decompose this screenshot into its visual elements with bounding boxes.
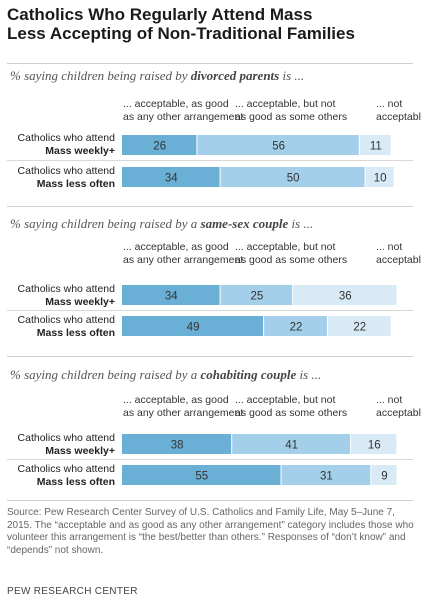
- bar-segment-acceptable-good: [122, 316, 264, 336]
- row-label-weekly: Catholics who attend Mass weekly+: [0, 432, 115, 458]
- row-label-less-often: Catholics who attend Mass less often: [0, 463, 115, 489]
- data-label-acceptable-not-as-good: 41: [285, 440, 298, 452]
- stacked-bar-cohabiting-less-often: 55 31 9: [122, 465, 397, 485]
- bar-segment-not-acceptable: [365, 167, 394, 187]
- data-label-acceptable-good: 34: [165, 173, 178, 185]
- row-label-less-often: Catholics who attend Mass less often: [0, 165, 115, 191]
- bar-segment-not-acceptable: [293, 285, 397, 305]
- stacked-bar-same-sex-less-often: 49 22 22: [122, 316, 391, 336]
- bar-segment-acceptable-good: [122, 465, 281, 485]
- row-label-line-1: Catholics who attend: [17, 463, 115, 475]
- column-header-acceptable-not-as-good: ... acceptable, but not as good as some …: [235, 394, 348, 419]
- bar-segment-acceptable-not-as-good: [220, 167, 365, 187]
- data-label-not-acceptable: 9: [381, 471, 387, 483]
- column-header-acceptable-good: ... acceptable, as good as any other arr…: [123, 241, 244, 266]
- bar-segment-not-acceptable: [327, 316, 391, 336]
- row-label-line-1: Catholics who attend: [17, 132, 115, 144]
- question-suffix: is ...: [279, 68, 305, 83]
- column-header-acceptable-not-as-good: ... acceptable, but not as good as some …: [235, 241, 348, 266]
- row-label-line-1: Catholics who attend: [17, 283, 115, 295]
- data-label-acceptable-not-as-good: 22: [290, 322, 303, 334]
- data-label-not-acceptable: 36: [339, 291, 352, 303]
- stacked-bar-same-sex-weekly: 34 25 36: [122, 285, 397, 305]
- data-label-acceptable-good: 49: [187, 322, 200, 334]
- data-label-acceptable-not-as-good: 50: [287, 173, 300, 185]
- row-divider: [7, 459, 413, 460]
- column-header-not-acceptable: ... not acceptable: [376, 241, 421, 266]
- panel-divider: [7, 500, 413, 501]
- bar-segment-acceptable-good: [122, 135, 197, 155]
- column-header-not-acceptable: ... not acceptable: [376, 394, 421, 419]
- question-same-sex-couple: % saying children being raised by a same…: [10, 216, 414, 232]
- row-label-line-2: Mass less often: [36, 178, 115, 190]
- stacked-bar-cohabiting-weekly: 38 41 16: [122, 434, 397, 454]
- source-note: Source: Pew Research Center Survey of U.…: [7, 507, 414, 556]
- bar-segment-acceptable-good: [122, 167, 220, 187]
- question-emphasis: cohabiting couple: [200, 367, 297, 382]
- data-label-acceptable-not-as-good: 31: [320, 471, 333, 483]
- data-label-not-acceptable: 16: [368, 440, 381, 452]
- row-label-line-1: Catholics who attend: [17, 314, 115, 326]
- column-header-acceptable-good: ... acceptable, as good as any other arr…: [123, 98, 244, 123]
- bar-segment-acceptable-good: [122, 434, 232, 454]
- data-label-not-acceptable: 22: [353, 322, 366, 334]
- question-prefix: % saying children being raised by a: [10, 367, 201, 382]
- data-label-not-acceptable: 11: [370, 141, 382, 153]
- bar-segment-not-acceptable: [351, 434, 397, 454]
- chart-title-line-2: Less Accepting of Non-Traditional Famili…: [7, 24, 355, 43]
- row-label-line-2: Mass less often: [36, 327, 115, 339]
- bar-segment-acceptable-not-as-good: [281, 465, 371, 485]
- row-label-line-2: Mass less often: [36, 476, 115, 488]
- row-label-line-1: Catholics who attend: [17, 432, 115, 444]
- column-header-acceptable-not-as-good: ... acceptable, but not as good as some …: [235, 98, 348, 123]
- question-cohabiting-couple: % saying children being raised by a coha…: [10, 367, 414, 383]
- bar-segment-acceptable-good: [122, 285, 220, 305]
- question-prefix: % saying children being raised by: [10, 68, 191, 83]
- panel-divider: [7, 356, 413, 357]
- bar-segment-acceptable-not-as-good: [264, 316, 327, 336]
- column-header-not-acceptable: ... not acceptable: [376, 98, 421, 123]
- source-credit: PEW RESEARCH CENTER: [7, 586, 138, 597]
- row-label-weekly: Catholics who attend Mass weekly+: [0, 283, 115, 309]
- bar-segment-acceptable-not-as-good: [197, 135, 359, 155]
- panel-divider: [7, 206, 413, 207]
- question-suffix: is ...: [296, 367, 322, 382]
- panel-divider: [7, 63, 413, 64]
- bar-segment-acceptable-not-as-good: [220, 285, 293, 305]
- data-label-acceptable-good: 26: [153, 141, 166, 153]
- row-label-line-1: Catholics who attend: [17, 165, 115, 177]
- data-label-acceptable-good: 55: [195, 471, 208, 483]
- question-divorced-parents: % saying children being raised by divorc…: [10, 68, 414, 84]
- chart-title: Catholics Who Regularly Attend Mass Less…: [7, 5, 412, 43]
- row-label-line-2: Mass weekly+: [45, 445, 115, 457]
- stacked-bar-divorced-weekly: 26 56 11: [122, 135, 391, 155]
- data-label-acceptable-good: 38: [171, 440, 184, 452]
- row-divider: [7, 310, 413, 311]
- row-label-line-2: Mass weekly+: [45, 296, 115, 308]
- bar-segment-not-acceptable: [359, 135, 391, 155]
- question-emphasis: same-sex couple: [200, 216, 289, 231]
- stacked-bar-divorced-less-often: 34 50 10: [122, 167, 394, 187]
- question-emphasis: divorced parents: [190, 68, 280, 83]
- data-label-acceptable-not-as-good: 25: [251, 291, 264, 303]
- data-label-not-acceptable: 10: [374, 173, 387, 185]
- row-label-line-2: Mass weekly+: [45, 145, 115, 157]
- question-prefix: % saying children being raised by a: [10, 216, 201, 231]
- chart-title-line-1: Catholics Who Regularly Attend Mass: [7, 5, 313, 24]
- row-divider: [7, 160, 413, 161]
- row-label-weekly: Catholics who attend Mass weekly+: [0, 132, 115, 158]
- bar-segment-not-acceptable: [371, 465, 397, 485]
- data-label-acceptable-good: 34: [165, 291, 178, 303]
- data-label-acceptable-not-as-good: 56: [272, 141, 285, 153]
- column-header-acceptable-good: ... acceptable, as good as any other arr…: [123, 394, 244, 419]
- question-suffix: is ...: [288, 216, 314, 231]
- row-label-less-often: Catholics who attend Mass less often: [0, 314, 115, 340]
- bar-segment-acceptable-not-as-good: [232, 434, 351, 454]
